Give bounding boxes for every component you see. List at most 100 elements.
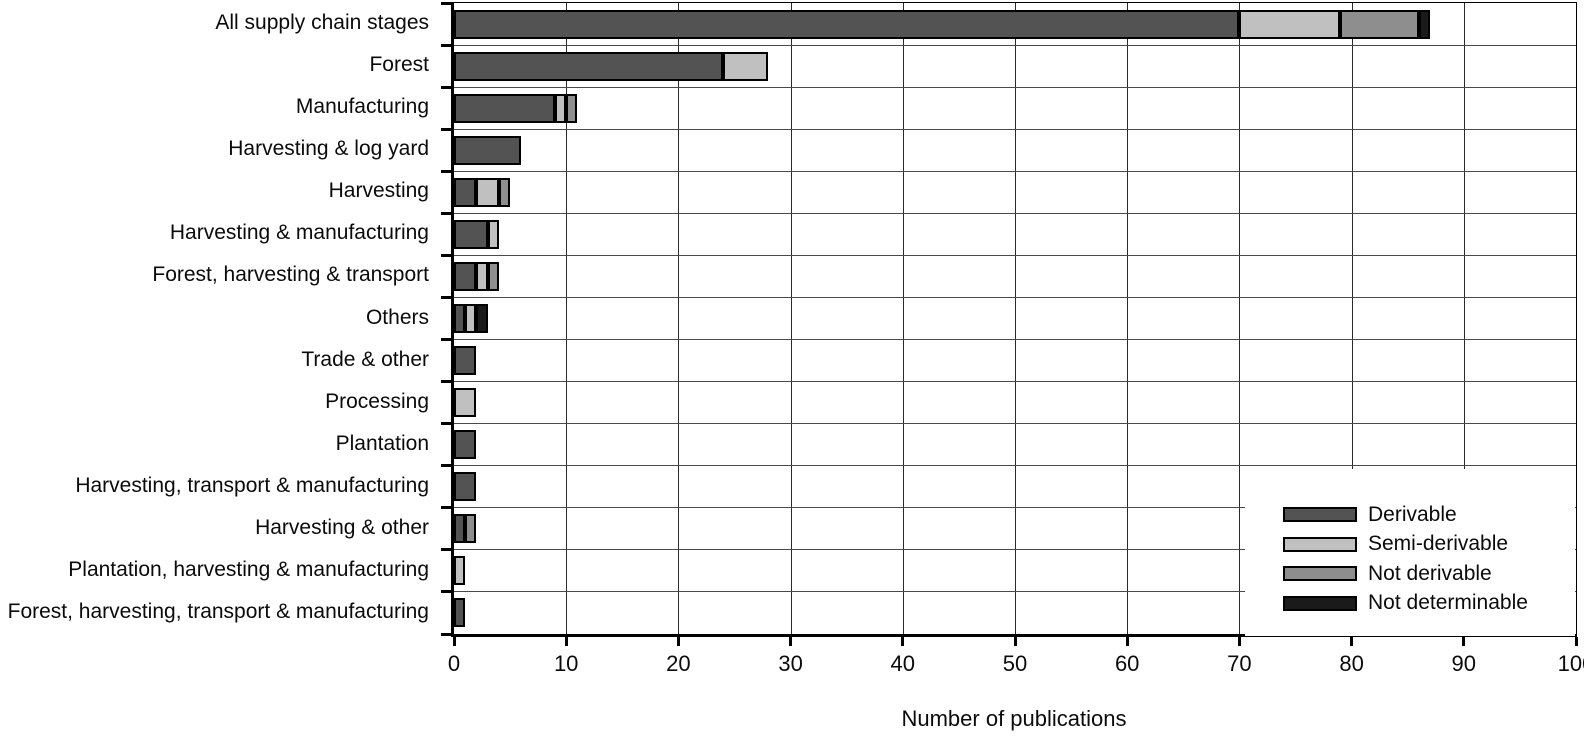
- plot-area: [441, 1, 1578, 646]
- legend-swatch: [1283, 507, 1357, 523]
- row-separator: [454, 507, 1576, 509]
- bar-segment-semi-derivable: [476, 261, 488, 291]
- y-axis-tick: [441, 548, 452, 552]
- bar-segment-derivable: [454, 304, 466, 333]
- bar-segment-semi-derivable: [487, 219, 499, 249]
- legend-item: Not derivable: [1283, 559, 1575, 589]
- bar-segment-derivable: [454, 472, 477, 502]
- gridline-x-50: [1015, 3, 1016, 634]
- category-label: Forest, harvesting, transport & manufact…: [7, 599, 429, 623]
- bar-segment-derivable: [454, 346, 477, 376]
- bar-segment-semi-derivable: [1239, 9, 1341, 39]
- row-separator: [454, 549, 1576, 551]
- bar-segment-not-determinable: [1418, 9, 1431, 39]
- x-axis-tick-label: 30: [778, 651, 803, 676]
- bar-segment-derivable: [454, 598, 466, 628]
- category-label: Harvesting: [328, 179, 429, 203]
- bar-segment-derivable: [454, 219, 488, 249]
- y-axis-tick: [441, 43, 452, 47]
- category-label: Harvesting & manufacturing: [169, 221, 429, 245]
- legend-item: Semi-derivable: [1283, 530, 1575, 560]
- category-label: Harvesting & other: [255, 515, 429, 539]
- y-axis-tick: [441, 295, 452, 299]
- x-axis-tick-label: 100: [1557, 651, 1584, 676]
- y-axis-tick: [441, 253, 452, 257]
- legend-label: Derivable: [1368, 502, 1457, 526]
- x-axis-tick: [901, 637, 905, 646]
- category-label: All supply chain stages: [215, 11, 429, 35]
- legend-swatch: [1283, 536, 1357, 552]
- bar-segment-not-derivable: [1340, 9, 1419, 39]
- category-label: Plantation, harvesting & manufacturing: [68, 557, 429, 581]
- row-separator: [454, 339, 1576, 341]
- bar-segment-not-derivable: [465, 514, 477, 544]
- row-separator: [454, 423, 1576, 425]
- gridline-x-30: [790, 3, 792, 634]
- bar-segment-not-determinable: [476, 304, 488, 333]
- gridline-x-60: [1127, 3, 1129, 634]
- bar-segment-not-derivable: [566, 93, 578, 123]
- y-axis-tick: [441, 211, 452, 215]
- gridline-x-20: [678, 3, 680, 634]
- x-axis-tick-label: 40: [890, 651, 916, 676]
- bar-segment-semi-derivable: [465, 304, 477, 333]
- bar-segment-not-derivable: [498, 177, 511, 207]
- row-separator: [454, 591, 1576, 593]
- x-axis-tick: [1013, 637, 1017, 646]
- bar-segment-semi-derivable: [723, 51, 769, 81]
- bar-segment-semi-derivable: [454, 556, 466, 586]
- legend-label: Not determinable: [1368, 591, 1528, 615]
- x-axis-tick: [452, 637, 456, 646]
- x-axis-tick-label: 20: [666, 651, 691, 676]
- bar-segment-semi-derivable: [476, 177, 499, 207]
- x-axis-tick-label: 60: [1114, 651, 1140, 676]
- category-label: Manufacturing: [295, 95, 429, 119]
- y-axis-category-labels: All supply chain stages Forest Manufacturi…: [0, 2, 437, 633]
- bar-segment-derivable: [454, 51, 724, 81]
- y-axis-tick: [441, 422, 452, 426]
- x-axis-tick: [1125, 637, 1129, 646]
- legend-item: Derivable: [1283, 500, 1575, 530]
- category-label: Trade & other: [301, 347, 429, 371]
- x-axis-tick: [676, 637, 680, 646]
- category-label: Others: [365, 305, 429, 329]
- row-separator: [454, 465, 1576, 467]
- x-axis-tick: [1350, 637, 1354, 646]
- y-axis-tick: [441, 1, 452, 5]
- legend-item: Not determinable: [1283, 589, 1575, 619]
- bar-segment-derivable: [454, 135, 522, 165]
- legend-swatch: [1283, 595, 1357, 611]
- legend-label: Semi-derivable: [1368, 532, 1509, 556]
- bar-segment-derivable: [454, 430, 477, 460]
- x-axis-tick: [1462, 637, 1466, 646]
- x-axis-tick-labels: 0 10 20 30 40 50 60 70 80 90 100: [448, 651, 1584, 677]
- gridline-x-10: [566, 3, 568, 634]
- bar-segment-derivable: [454, 514, 466, 544]
- row-separator: [454, 170, 1576, 172]
- bar-segment-derivable: [454, 93, 555, 123]
- y-axis-tick: [441, 169, 452, 173]
- row-separator: [454, 44, 1576, 46]
- category-label: Harvesting & log yard: [228, 137, 429, 161]
- y-axis-tick: [441, 127, 452, 131]
- gridline-x-70: [1239, 3, 1241, 634]
- gridline-x-90: [1463, 3, 1465, 634]
- bar-segment-derivable: [454, 177, 477, 207]
- x-axis-tick-label: 10: [553, 651, 579, 676]
- row-separator: [454, 212, 1576, 214]
- category-label: Processing: [325, 389, 429, 413]
- row-separator: [454, 381, 1576, 383]
- y-axis-tick: [441, 464, 452, 468]
- x-axis-tick-label: 0: [447, 651, 461, 676]
- bar-segment-semi-derivable: [454, 388, 477, 418]
- y-axis-tick: [441, 590, 452, 594]
- row-separator: [454, 254, 1576, 256]
- x-axis-tick: [789, 637, 793, 646]
- x-axis-tick-label: 80: [1339, 651, 1364, 676]
- row-separator: [454, 128, 1576, 130]
- x-axis-tick: [1237, 637, 1241, 646]
- category-label: Forest, harvesting & transport: [152, 263, 429, 287]
- category-label: Harvesting, transport & manufacturing: [75, 473, 429, 497]
- legend-swatch: [1283, 566, 1357, 582]
